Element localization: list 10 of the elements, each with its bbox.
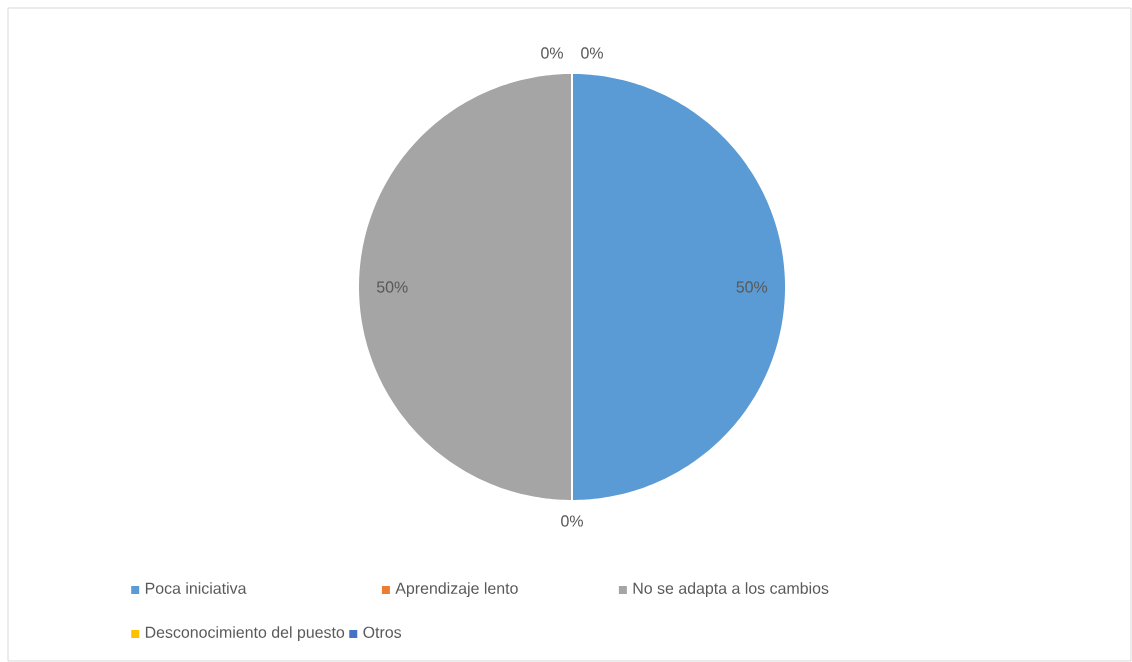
legend-label: Desconocimiento del puesto: [145, 626, 345, 642]
text: 0%: [561, 515, 583, 527]
text: 0%: [581, 47, 603, 59]
text: 0%: [541, 47, 563, 59]
legend-label: No se adapta a los cambios: [633, 582, 829, 598]
data-label: 50%: [736, 281, 768, 293]
legend-label: Poca iniciativa: [145, 582, 247, 594]
legend-label: Otros: [363, 626, 402, 638]
data-label: 50%: [376, 281, 408, 293]
legend-label: Aprendizaje lento: [395, 582, 518, 598]
